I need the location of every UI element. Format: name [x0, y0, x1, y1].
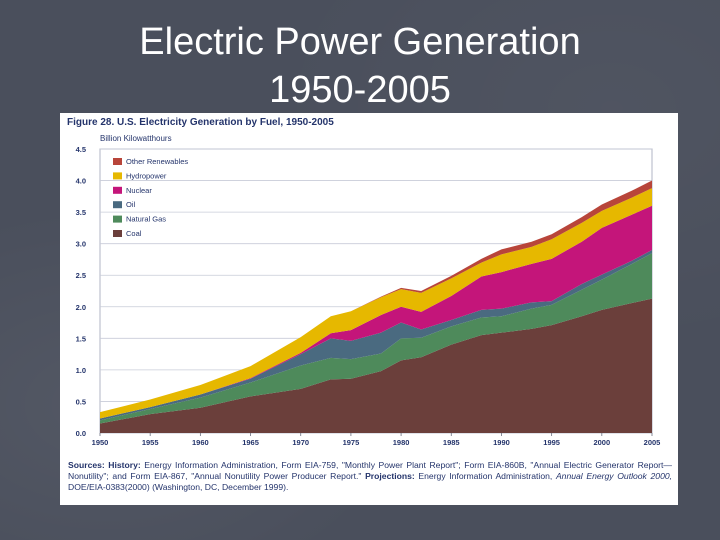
x-tick-label: 1985: [443, 438, 460, 447]
x-tick-label: 1995: [543, 438, 560, 447]
figure-title: Figure 28. U.S. Electricity Generation b…: [67, 117, 334, 128]
y-tick-label: 4.0: [76, 177, 86, 186]
sources-projections-italic: Annual Energy Outlook 2000,: [555, 471, 673, 481]
area-hydropower: [100, 188, 652, 419]
slide-title-line2: 1950-2005: [269, 69, 451, 111]
x-tick-label: 1955: [142, 438, 159, 447]
slide-title-line1: Electric Power Generation: [139, 21, 581, 63]
y-tick-label: 2.0: [76, 303, 86, 312]
y-tick-label: 1.0: [76, 366, 86, 375]
x-tick-label: 1960: [192, 438, 209, 447]
y-tick-label: 0.5: [76, 397, 86, 406]
legend-swatch-nuclear: [113, 186, 122, 194]
legend-label-other-renewables: Other Renewables: [126, 157, 188, 166]
figure-panel: Figure 28. U.S. Electricity Generation b…: [60, 113, 678, 505]
slide-title: Electric Power Generation 1950-2005: [0, 18, 720, 114]
legend-label-oil: Oil: [126, 200, 136, 209]
sources-projections-text-1: Energy Information Administration,: [418, 471, 553, 481]
legend-swatch-other-renewables: [113, 158, 122, 165]
x-tick-label: 2005: [644, 438, 661, 447]
legend-swatch-hydropower: [113, 172, 122, 180]
sources-projections-text-2: DOE/EIA-0383(2000) (Washington, DC, Dece…: [68, 482, 289, 492]
legend-label-coal: Coal: [126, 229, 142, 238]
legend-label-natural-gas: Natural Gas: [126, 215, 166, 224]
sources-projections-label: Projections:: [365, 471, 415, 481]
sources-history-text: Energy Information Administration, Form …: [68, 460, 672, 481]
sources-history-label: Sources: History:: [68, 460, 141, 470]
y-unit-label: Billion Kilowatthours: [100, 134, 172, 143]
x-tick-label: 1990: [493, 438, 510, 447]
sources-note: Sources: History: Energy Information Adm…: [68, 460, 672, 493]
area-oil: [100, 249, 652, 421]
legend-swatch-oil: [113, 201, 122, 209]
y-tick-label: 3.0: [76, 240, 86, 249]
area-coal: [100, 298, 652, 433]
legend-swatch-natural-gas: [113, 215, 122, 223]
x-tick-label: 1950: [92, 438, 109, 447]
legend-label-hydropower: Hydropower: [126, 171, 167, 180]
y-tick-label: 4.5: [76, 145, 86, 154]
x-tick-label: 1980: [393, 438, 410, 447]
legend-label-nuclear: Nuclear: [126, 186, 152, 195]
chart: 0.0 0.5 1.0 1.5 2.0 2.5 3.0 3.5 4.0 4.5 1950 1955 19…: [76, 145, 661, 447]
legend-swatch-coal: [113, 230, 122, 237]
y-tick-label: 1.5: [76, 334, 86, 343]
x-tick-label: 1970: [292, 438, 309, 447]
y-tick-label: 2.5: [76, 271, 86, 280]
y-tick-label: 0.0: [76, 429, 86, 438]
y-tick-label: 3.5: [76, 208, 86, 217]
x-tick-label: 1965: [242, 438, 259, 447]
x-tick-label: 2000: [593, 438, 610, 447]
x-tick-label: 1975: [343, 438, 360, 447]
